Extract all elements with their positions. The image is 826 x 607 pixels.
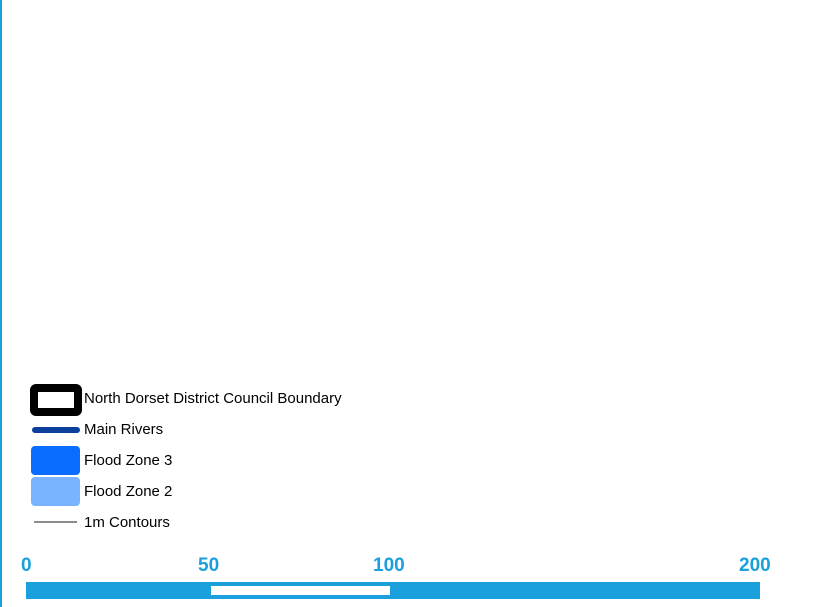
- legend-item-flood-zone-3: Flood Zone 3: [30, 445, 342, 476]
- legend-label: 1m Contours: [84, 514, 170, 531]
- scale-bar-segment: [211, 586, 390, 595]
- legend-label: Flood Zone 3: [84, 452, 173, 469]
- contour-line-icon: [30, 507, 81, 538]
- legend-item-contours: 1m Contours: [30, 507, 342, 538]
- legend-item-district-boundary: North Dorset District Council Boundary: [30, 383, 342, 416]
- boundary-symbol-icon: [30, 383, 82, 416]
- scale-label-50: 50: [198, 555, 220, 576]
- scale-label-100: 100: [373, 555, 405, 576]
- legend-label: Flood Zone 2: [84, 483, 173, 500]
- scale-label-0: 0: [21, 555, 32, 576]
- legend-label: Main Rivers: [84, 421, 164, 438]
- map-legend: North Dorset District Council Boundary M…: [30, 383, 342, 538]
- legend-item-main-rivers: Main Rivers: [30, 414, 342, 445]
- legend-label: North Dorset District Council Boundary: [84, 390, 342, 407]
- scale-label-200: 200: [739, 555, 771, 576]
- map-frame-edge: [0, 0, 2, 607]
- river-line-icon: [30, 414, 81, 445]
- legend-item-flood-zone-2: Flood Zone 2: [30, 476, 342, 507]
- flood-zone-2-swatch-icon: [30, 476, 81, 507]
- scale-bar: [26, 582, 760, 599]
- flood-zone-3-swatch-icon: [30, 445, 81, 476]
